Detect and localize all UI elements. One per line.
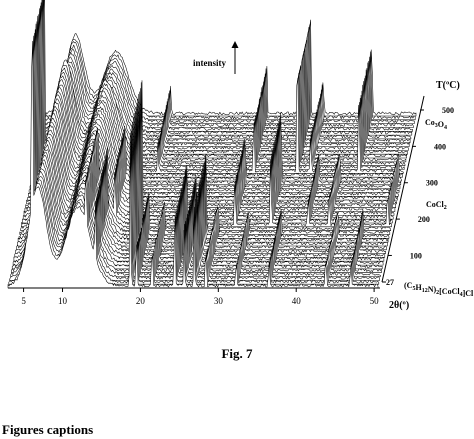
t-tick-label-500: 500 (442, 106, 454, 115)
series-trace-489 (44, 24, 416, 121)
annotations: (C5H12N)2[CoCl4]Cl CoCl2 Co3O4 (404, 118, 474, 298)
series-trace-500 (45, 19, 417, 117)
section-heading: Figures captions (2, 422, 94, 437)
t-tick-label-27: 27 (386, 278, 394, 287)
x-axis-label: 2θ(º) (389, 300, 409, 311)
waterfall-chart: 5 10 20 30 40 50 2θ(º) 27100200300400500T(ºC) … (7, 0, 474, 311)
annotation-cocl2: CoCl2 (426, 200, 447, 211)
intensity-label: intensity (193, 58, 227, 68)
x-tick-label-50: 50 (370, 296, 380, 306)
x-tick-label-30: 30 (214, 296, 224, 306)
t-tick-label-300: 300 (426, 179, 438, 188)
t-tick-label-100: 100 (410, 251, 422, 260)
intensity-axis: intensity (193, 41, 239, 74)
x-tick-label-40: 40 (292, 296, 302, 306)
t-axis-line (381, 95, 425, 283)
figure-caption: Fig. 7 (221, 346, 253, 361)
t-axis-label: T(ºC) (436, 80, 460, 91)
t-tick-label-400: 400 (434, 142, 446, 151)
x-tick-label-20: 20 (136, 296, 146, 306)
x-axis: 5 10 20 30 40 50 2θ(º) (8, 287, 409, 311)
t-axis: 27 100 200 300 400 500 T(ºC) (381, 80, 460, 287)
x-tick-label-5: 5 (21, 296, 26, 306)
annotation-co3o4: Co3O4 (425, 118, 447, 131)
series-traces (7, 0, 417, 289)
intensity-arrow-head (231, 41, 239, 48)
x-tick-label-10: 10 (58, 296, 68, 306)
annotation-precursor: (C5H12N)2[CoCl4]Cl (404, 281, 474, 298)
series-trace-27 (7, 40, 379, 289)
t-tick-label-200: 200 (418, 215, 430, 224)
series-trace-363 (34, 65, 406, 166)
